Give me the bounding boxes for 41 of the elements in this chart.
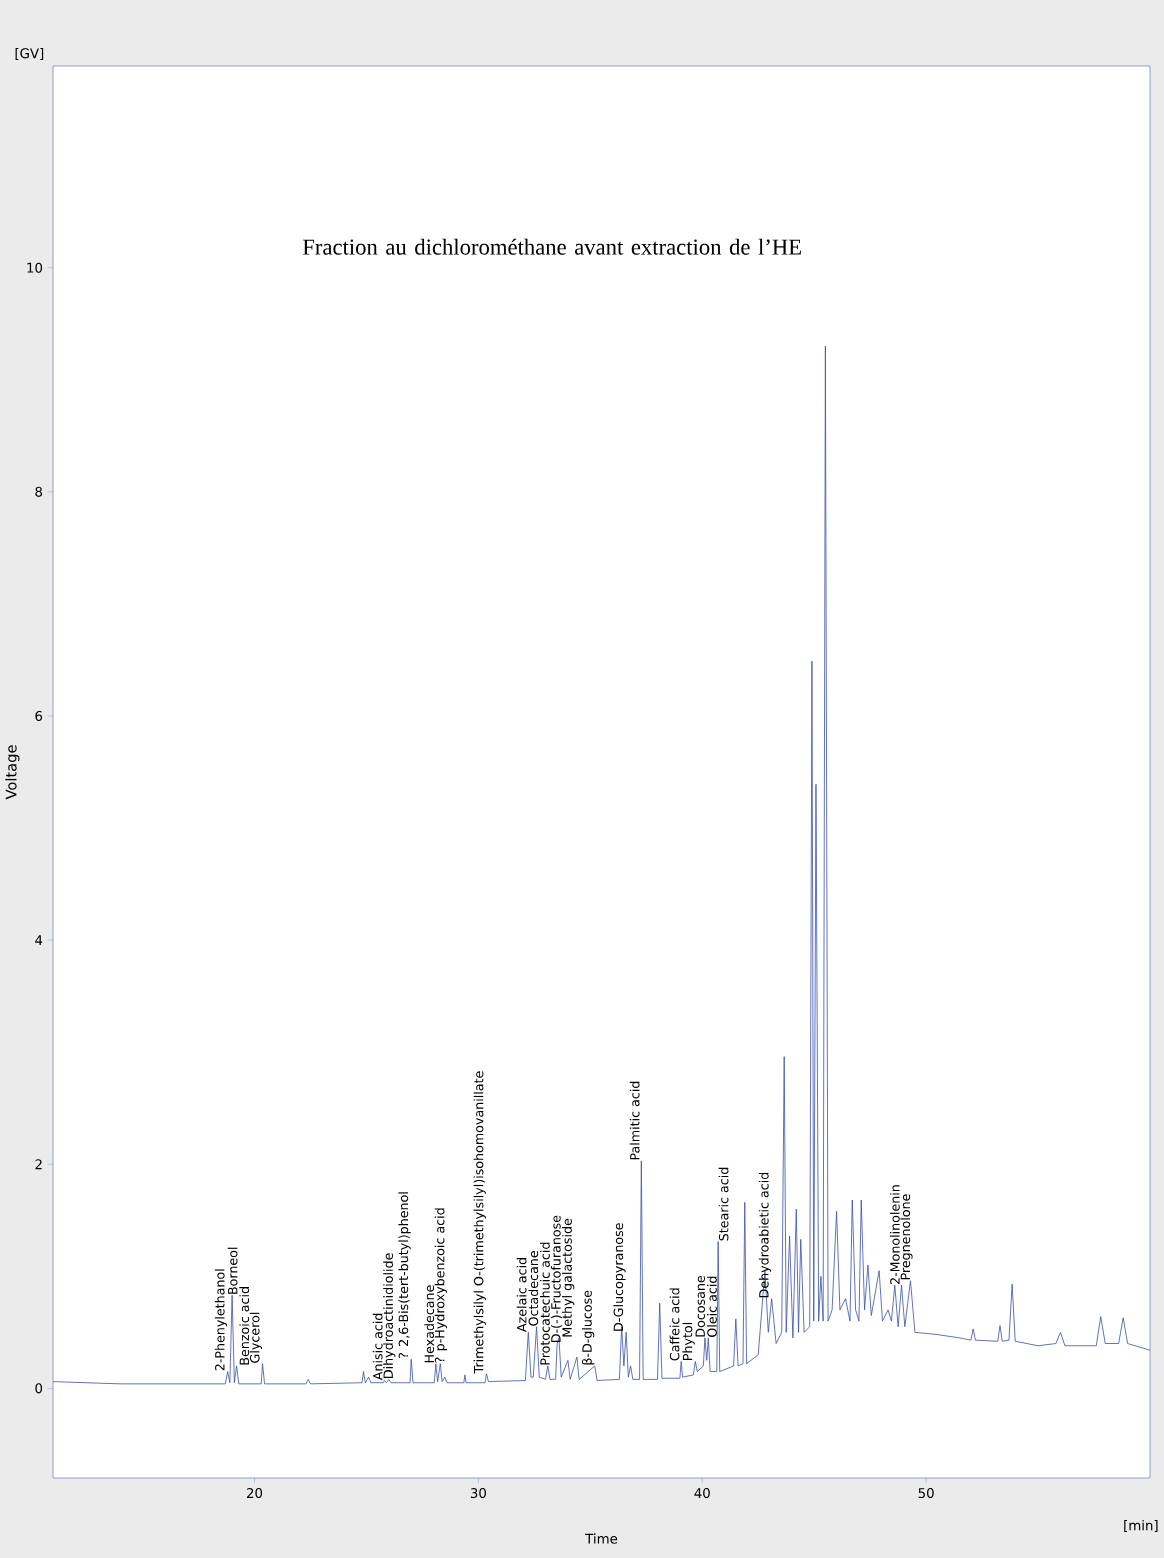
annotation: Benzoic acid [239, 1287, 250, 1365]
y-tick-label: 0 [35, 1383, 43, 1394]
annotation: Dihydroactinidiolide [383, 1253, 396, 1378]
y-tick-label: 10 [27, 262, 43, 273]
x-tick-label: 50 [918, 1488, 934, 1499]
annotation: D-(-)-Fructofuranose [550, 1215, 563, 1343]
annotation: Dehydroabietic acid [758, 1172, 772, 1298]
text: [GV] [15, 48, 44, 60]
annotation: Oleic acid [707, 1276, 717, 1337]
x-tick-label: 40 [694, 1488, 710, 1499]
annotation: Trimethylsilyl O-(trimethylsilyl)isohomovanillate [473, 1071, 486, 1374]
annotation: Hexadecane [424, 1285, 435, 1363]
annotation: Azelaic acid [516, 1258, 527, 1332]
y-axis-title: Voltage [5, 745, 20, 800]
annotation: Protocatechuic acid [540, 1242, 550, 1365]
annotation: D-Glucopyranose [613, 1223, 626, 1331]
x-tick-label: 20 [246, 1488, 263, 1499]
y-tick-label: 4 [35, 935, 43, 945]
y-tick-label: 6 [35, 710, 43, 721]
annotation: Anisic acid [372, 1313, 383, 1381]
annotation: Glycerol [249, 1312, 263, 1363]
annotation: β-D-glucose [581, 1290, 595, 1365]
annotation: Borneol [227, 1247, 238, 1294]
annotation: Caffeic acid [669, 1288, 680, 1361]
y-tick-label: 2 [35, 1159, 42, 1170]
text: [min] [1124, 1520, 1158, 1532]
x-axis-title: Time [585, 1533, 618, 1544]
annotation: 2-Phenylethanol [214, 1269, 228, 1371]
annotation: Octadecane [528, 1251, 539, 1326]
annotation: Docosane [695, 1275, 705, 1337]
text: Fraction au dichlorométhane avant extraction de l’HE [302, 238, 801, 255]
annotation: Methyl galactoside [562, 1218, 575, 1337]
annotation: Pregnenolone [900, 1194, 913, 1280]
annotation: Palmitic acid [629, 1081, 640, 1160]
x-tick-label: 30 [470, 1488, 486, 1499]
annotation: Stearic acid [718, 1167, 729, 1241]
annotation: ? p-Hydroxybenzoic acid [434, 1208, 447, 1363]
y-tick-label: 8 [35, 486, 43, 497]
annotation: Phytol [682, 1322, 695, 1360]
annotation: ? 2,6-Bis(tert-butyl)phenol [398, 1192, 411, 1359]
annotation: 2-Monolinolenin [889, 1185, 900, 1285]
